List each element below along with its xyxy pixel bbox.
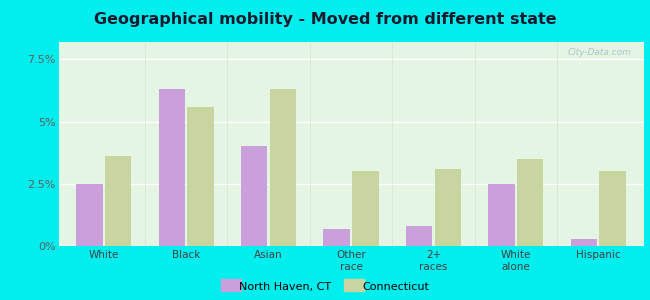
Bar — [324, 229, 350, 246]
Bar — [105, 156, 131, 246]
Bar — [488, 184, 515, 246]
Bar — [571, 238, 597, 246]
Bar — [517, 159, 543, 246]
Bar — [435, 169, 461, 246]
Bar — [76, 184, 103, 246]
Bar — [352, 171, 378, 246]
Legend: North Haven, CT, Connecticut: North Haven, CT, Connecticut — [219, 280, 431, 294]
Text: City-Data.com: City-Data.com — [568, 48, 632, 57]
Bar — [187, 107, 214, 246]
Bar — [406, 226, 432, 246]
Bar — [599, 171, 626, 246]
Bar — [270, 89, 296, 246]
Bar — [159, 89, 185, 246]
Bar — [241, 146, 267, 246]
Text: Geographical mobility - Moved from different state: Geographical mobility - Moved from diffe… — [94, 12, 556, 27]
